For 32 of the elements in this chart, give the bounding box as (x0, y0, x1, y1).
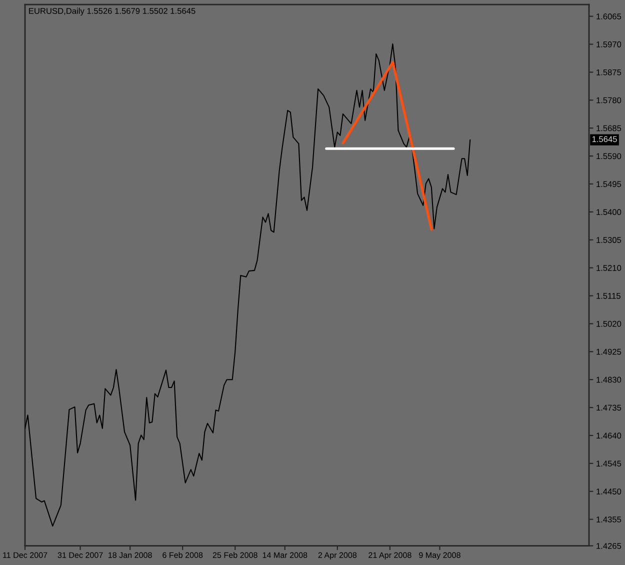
x-tick-label: 11 Dec 2007 (3, 552, 48, 558)
y-tick-label: 1.4830 (596, 376, 622, 383)
y-tick-label: 1.6065 (596, 13, 622, 20)
y-tick-label: 1.4450 (596, 488, 622, 494)
annotation: 1.5645 (592, 136, 617, 142)
y-tick-label: 1.4355 (596, 516, 622, 522)
x-tick-label: 14 Mar 2008 (262, 552, 308, 558)
y-tick-label: 1.5020 (596, 320, 622, 327)
x-tick-label: 6 Feb 2008 (162, 552, 203, 558)
y-tick-label: 1.4640 (596, 432, 622, 439)
x-tick-label: 2 Apr 2008 (318, 552, 357, 560)
y-tick-label: 1.5495 (596, 181, 622, 188)
line-series (25, 43, 471, 527)
y-tick-label: 1.5875 (596, 69, 622, 76)
x-tick-label: 21 Apr 2008 (368, 552, 412, 560)
y-tick-label: 1.5685 (596, 125, 622, 132)
y-tick-label: 1.5590 (596, 153, 622, 160)
x-tick-label: 9 May 2008 (419, 552, 460, 560)
y-tick-label: 1.5780 (596, 97, 622, 104)
y-tick-label: 1.5970 (596, 41, 622, 48)
y-tick-label: 1.5400 (596, 209, 622, 216)
y-tick-label: 1.5115 (596, 293, 620, 299)
y-tick-label: 1.5305 (596, 237, 622, 243)
chart-title: EURUSD,Daily 1.5526 1.5679 1.5502 1.5645 (29, 8, 196, 16)
x-tick-label: 18 Jan 2008 (108, 552, 152, 558)
y-tick-label: 1.4735 (596, 404, 622, 411)
y-tick-label: 1.4545 (596, 460, 622, 467)
y-tick-label: 1.5210 (596, 265, 622, 271)
x-tick-label: 25 Feb 2008 (212, 552, 258, 558)
y-tick-label: 1.4925 (596, 348, 622, 355)
y-tick-label: 1.4265 (596, 542, 622, 549)
x-tick-label: 31 Dec 2007 (58, 552, 103, 558)
